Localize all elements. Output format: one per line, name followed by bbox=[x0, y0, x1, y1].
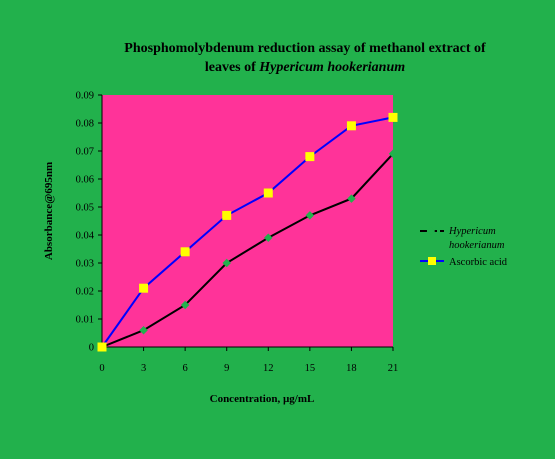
x-tick-label: 3 bbox=[141, 363, 146, 374]
data-point-hypericum bbox=[139, 325, 148, 335]
data-point-hypericum bbox=[264, 233, 273, 243]
y-axis-label: Absorbance@695nm bbox=[43, 162, 55, 260]
data-point-hypericum bbox=[388, 149, 398, 159]
y-tick-label: 0.04 bbox=[76, 231, 95, 242]
x-tick-label: 12 bbox=[263, 363, 274, 374]
data-point-hypericum bbox=[305, 211, 315, 220]
y-tick-label: 0.05 bbox=[76, 203, 94, 214]
legend-label-ascorbic: Ascorbic acid bbox=[449, 257, 508, 268]
data-point-ascorbic bbox=[305, 152, 315, 162]
y-tick-label: 0.03 bbox=[76, 259, 94, 270]
x-axis-label: Concentration, µg/mL bbox=[210, 393, 315, 405]
x-tick-label: 21 bbox=[388, 363, 399, 374]
chart-title-species: Hypericum hookerianum bbox=[258, 60, 405, 75]
legend-marker-ascorbic bbox=[428, 257, 436, 265]
data-point-hypericum bbox=[180, 300, 190, 310]
y-tick-label: 0.07 bbox=[76, 147, 94, 158]
y-tick-label: 0.08 bbox=[76, 119, 94, 130]
data-point-ascorbic bbox=[388, 112, 398, 122]
legend: Hypericum hookerianum Ascorbic acid bbox=[420, 226, 508, 268]
x-tick-labels: 0 3 6 9 12 15 18 21 bbox=[99, 363, 398, 374]
chart-title-prefix: leaves of bbox=[205, 60, 259, 75]
data-point-ascorbic bbox=[346, 121, 356, 131]
y-tick-label: 0.02 bbox=[76, 287, 94, 298]
legend-label-hypericum-1: Hypericum bbox=[448, 226, 496, 237]
data-point-ascorbic bbox=[97, 342, 107, 352]
data-point-hypericum bbox=[347, 194, 356, 203]
x-tick-label: 6 bbox=[183, 363, 188, 374]
x-tick-label: 15 bbox=[305, 363, 316, 374]
series-line-0 bbox=[101, 153, 394, 348]
chart-title-line1: Phosphomolybdenum reduction assay of met… bbox=[124, 41, 486, 56]
data-point-ascorbic bbox=[263, 188, 273, 198]
series-line-1 bbox=[101, 116, 394, 348]
series-layer bbox=[97, 112, 398, 352]
data-point-ascorbic bbox=[139, 283, 149, 293]
y-tick-label: 0 bbox=[89, 343, 94, 354]
plot-area bbox=[102, 95, 393, 347]
y-tick-labels: 0 0.01 0.02 0.03 0.04 0.05 0.06 0.07 0.08 0.09 bbox=[76, 91, 95, 354]
chart-title-line2: leaves of Hypericum hookerianum bbox=[205, 60, 405, 75]
data-point-ascorbic bbox=[222, 210, 232, 220]
legend-label-hypericum-2: hookerianum bbox=[449, 240, 505, 251]
y-tick-label: 0.06 bbox=[76, 175, 94, 186]
legend-marker-hypericum bbox=[426, 226, 436, 236]
y-tick-label: 0.01 bbox=[76, 315, 94, 326]
x-tick-label: 18 bbox=[346, 363, 357, 374]
y-tick-label: 0.09 bbox=[76, 91, 94, 102]
x-tick-label: 0 bbox=[99, 363, 104, 374]
x-tick-label: 9 bbox=[224, 363, 229, 374]
data-point-ascorbic bbox=[180, 247, 190, 257]
data-point-hypericum bbox=[222, 258, 231, 268]
